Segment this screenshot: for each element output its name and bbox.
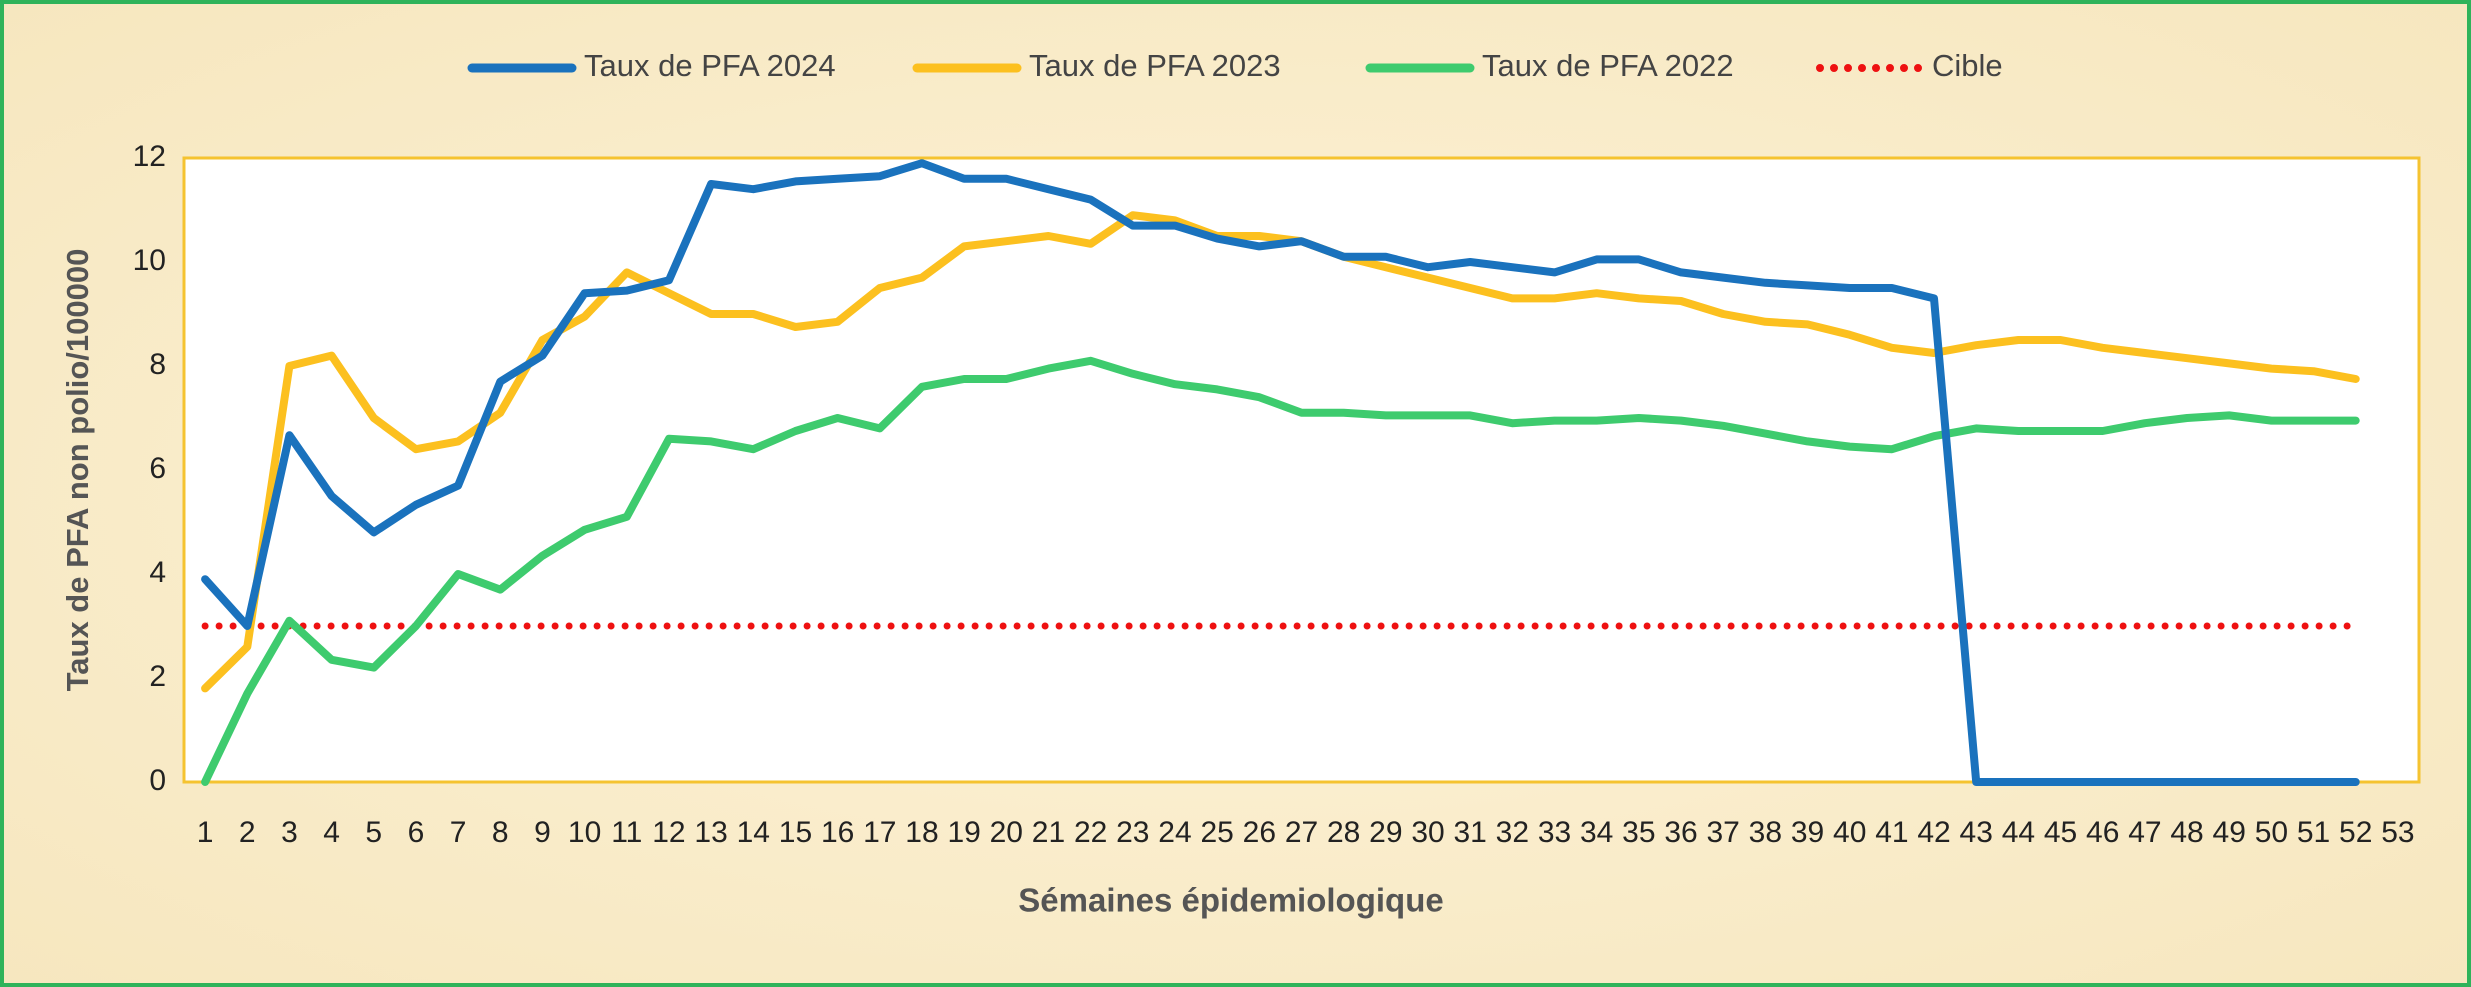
series-line (201, 159, 2360, 786)
y-tick-label: 12 (133, 140, 166, 173)
plot-area (182, 156, 2421, 784)
x-tick-label: 32 (1496, 816, 1529, 849)
x-tick-label: 38 (1749, 816, 1782, 849)
y-tick-label: 10 (133, 244, 166, 277)
x-tick-label: 39 (1791, 816, 1824, 849)
y-tick-label: 4 (149, 556, 166, 589)
x-tick-label: 1 (197, 816, 214, 849)
x-tick-label: 25 (1200, 816, 1233, 849)
x-tick-label: 43 (1960, 816, 1993, 849)
x-tick-label: 20 (990, 816, 1023, 849)
x-tick-label: 44 (2002, 816, 2035, 849)
x-tick-label: 7 (450, 816, 467, 849)
y-tick-label: 0 (149, 764, 166, 797)
legend-label: Taux de PFA 2022 (1482, 48, 1734, 83)
x-tick-label: 3 (281, 816, 298, 849)
x-tick-label: 40 (1833, 816, 1866, 849)
y-axis-title: Taux de PFA non polio/100000 (60, 249, 95, 692)
x-tick-label: 41 (1875, 816, 1908, 849)
x-tick-label: 42 (1917, 816, 1950, 849)
x-tick-label: 12 (652, 816, 685, 849)
x-tick-label: 18 (905, 816, 938, 849)
x-tick-label: 22 (1074, 816, 1107, 849)
y-tick-label: 8 (149, 348, 166, 381)
x-tick-label: 26 (1243, 816, 1276, 849)
x-tick-label: 28 (1327, 816, 1360, 849)
x-axis-title: Sémaines épidemiologique (1018, 882, 1443, 919)
x-tick-label: 16 (821, 816, 854, 849)
x-tick-label: 52 (2339, 816, 2372, 849)
legend-label: Taux de PFA 2024 (584, 48, 836, 83)
x-tick-label: 31 (1453, 816, 1486, 849)
x-tick-label: 24 (1158, 816, 1191, 849)
x-tick-label: 15 (779, 816, 812, 849)
x-tick-label: 9 (534, 816, 551, 849)
y-tick-label: 2 (149, 660, 166, 693)
x-tick-label: 23 (1116, 816, 1149, 849)
x-tick-label: 13 (694, 816, 727, 849)
x-tick-label: 29 (1369, 816, 1402, 849)
x-tick-label: 35 (1622, 816, 1655, 849)
x-tick-label: 2 (239, 816, 256, 849)
x-tick-label: 33 (1538, 816, 1571, 849)
x-tick-label: 50 (2255, 816, 2288, 849)
x-tick-label: 4 (323, 816, 340, 849)
x-tick-label: 51 (2297, 816, 2330, 849)
x-tick-label: 21 (1032, 816, 1065, 849)
x-tick-label: 46 (2086, 816, 2119, 849)
x-tick-label: 34 (1580, 816, 1613, 849)
x-tick-label: 36 (1664, 816, 1697, 849)
x-tick-label: 17 (863, 816, 896, 849)
y-tick-label: 6 (149, 452, 166, 485)
x-tick-label: 6 (408, 816, 425, 849)
x-tick-label: 45 (2044, 816, 2077, 849)
x-tick-label: 37 (1707, 816, 1740, 849)
x-tick-label: 5 (365, 816, 382, 849)
x-tick-label: 10 (568, 816, 601, 849)
legend-label: Cible (1932, 48, 2003, 83)
x-tick-label: 49 (2213, 816, 2246, 849)
x-tick-label: 19 (947, 816, 980, 849)
legend-label: Taux de PFA 2023 (1029, 48, 1281, 83)
x-tick-label: 47 (2128, 816, 2161, 849)
x-tick-label: 11 (611, 816, 642, 849)
x-tick-label: 48 (2170, 816, 2203, 849)
x-tick-label: 8 (492, 816, 509, 849)
x-tick-label: 14 (737, 816, 770, 849)
x-tick-label: 53 (2381, 816, 2414, 849)
series-line (201, 356, 2360, 786)
x-tick-label: 27 (1285, 816, 1318, 849)
x-tick-label: 30 (1411, 816, 1444, 849)
